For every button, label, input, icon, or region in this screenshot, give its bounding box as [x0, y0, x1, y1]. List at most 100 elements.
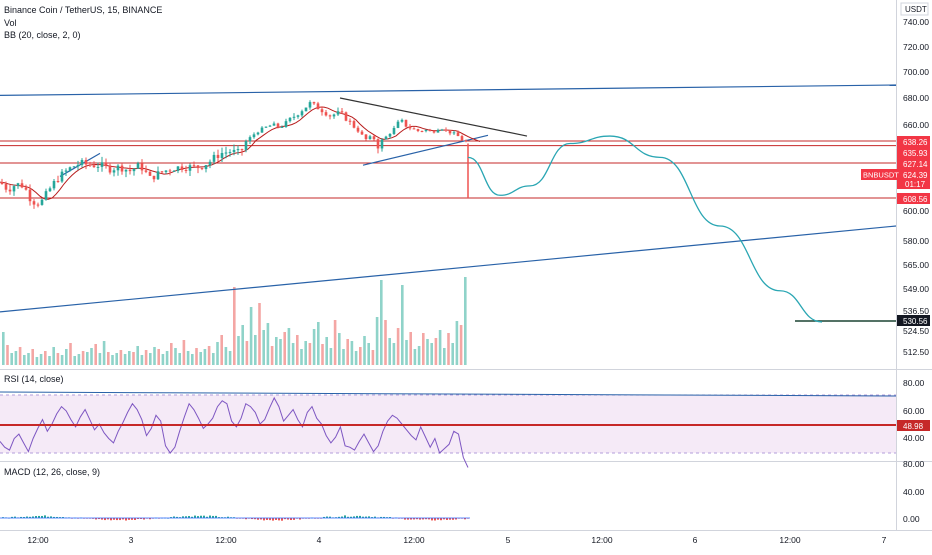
macd-axis[interactable]: 40.00 0.00: [903, 487, 925, 524]
macd-bar: [197, 516, 199, 518]
volume-bar: [23, 355, 26, 365]
candle-body: [272, 123, 276, 126]
volume-bar: [207, 346, 211, 365]
candle-body: [312, 102, 316, 104]
candle-body: [176, 166, 180, 171]
volume-bar: [409, 332, 412, 365]
macd-bar: [131, 518, 133, 520]
macd-bar: [269, 518, 271, 521]
macd-bar: [215, 515, 217, 518]
macd-bar: [143, 518, 145, 520]
macd-bar: [281, 518, 283, 521]
macd-bar: [359, 515, 361, 518]
time-tick: 12:00: [27, 535, 49, 545]
volume-bar: [447, 333, 450, 365]
price-tick: 600.00: [903, 206, 929, 216]
bb-legend[interactable]: BB (20, close, 2, 0): [4, 30, 81, 40]
trendline: [339, 97, 528, 137]
macd-bar: [272, 518, 274, 521]
candle-body: [416, 129, 420, 131]
price-tag-bg: [897, 169, 930, 189]
candle-body: [284, 121, 288, 127]
macd-bar: [299, 518, 301, 520]
candle-body: [424, 129, 428, 132]
macd-bar: [290, 518, 292, 521]
macd-bar: [32, 516, 34, 518]
volume-bar: [212, 353, 215, 365]
candle-body: [268, 125, 272, 127]
price-tag: 638.26: [903, 138, 928, 147]
rsi-current-tag-bg: [897, 420, 930, 431]
macd-bar: [374, 516, 376, 518]
rsi-tick: 80.00: [903, 459, 925, 469]
volume-bar: [371, 350, 375, 365]
macd-bar: [209, 515, 211, 518]
symbol-tag-bg: [861, 169, 897, 180]
macd-bar: [128, 518, 130, 520]
rsi-legend[interactable]: RSI (14, close): [4, 374, 64, 384]
volume-bar: [18, 347, 22, 365]
candle-body: [180, 166, 184, 170]
candle-body: [304, 107, 308, 112]
macd-bar: [443, 518, 445, 520]
volume-bar: [123, 354, 127, 365]
volume-bar: [237, 336, 240, 365]
candlesticks[interactable]: [0, 100, 469, 209]
macd-bar: [407, 518, 409, 520]
volume-bar: [275, 337, 278, 365]
macd-bar: [338, 516, 340, 518]
volume-bar: [203, 349, 207, 365]
macd-bar: [341, 516, 343, 518]
macd-bar: [434, 518, 436, 521]
volume-bar: [350, 341, 354, 365]
candle-body: [328, 115, 332, 117]
macd-bar: [122, 518, 124, 520]
macd-bar: [383, 516, 385, 518]
macd-bar: [140, 518, 142, 519]
vol-legend[interactable]: Vol: [4, 18, 17, 28]
volume-bar: [86, 352, 89, 365]
candle-body: [0, 182, 4, 185]
volume-bar: [266, 323, 270, 365]
macd-bar: [176, 516, 178, 518]
volume-bar: [107, 352, 110, 365]
volume-bars: [2, 277, 467, 365]
macd-bar: [449, 518, 451, 520]
macd-bar: [404, 518, 406, 520]
candle-body: [356, 127, 360, 132]
macd-bar: [149, 518, 151, 520]
candle-body: [392, 127, 396, 134]
volume-bar: [94, 344, 97, 365]
macd-bar: [329, 516, 331, 518]
candle-body: [260, 127, 264, 133]
trendline: [0, 225, 897, 313]
candle-body: [404, 119, 408, 127]
candle-body: [160, 171, 164, 173]
time-tick: 12:00: [215, 535, 237, 545]
macd-legend[interactable]: MACD (12, 26, close, 9): [4, 467, 101, 477]
volume-bar: [338, 333, 341, 365]
currency-box[interactable]: [900, 2, 929, 16]
volume-bar: [317, 322, 320, 365]
volume-bar: [363, 336, 366, 365]
macd-bar: [2, 517, 4, 518]
macd-bar: [191, 516, 193, 518]
price-tick: 720.00: [903, 42, 929, 52]
volume-bar: [73, 356, 76, 365]
volume-bar: [258, 303, 261, 365]
macd-bar: [38, 515, 40, 518]
rsi-axis[interactable]: 80.00 60.00 40.00 80.00: [903, 378, 925, 469]
volume-bar: [254, 335, 257, 365]
macd-bar: [182, 516, 184, 518]
candle-body: [412, 128, 416, 130]
candle-body: [152, 175, 156, 180]
candle-body: [440, 129, 444, 131]
time-axis[interactable]: 12:00 3 12:00 4 12:00 5 12:00 6 12:00 7: [27, 535, 886, 545]
candle-body: [452, 132, 456, 134]
countdown: 01:17: [905, 180, 926, 189]
price-axis[interactable]: 740.00 720.00 700.00 680.00 660.00 600.0…: [903, 17, 929, 357]
chart-title[interactable]: Binance Coin / TetherUS, 15, BINANCE: [4, 5, 163, 15]
macd-bar: [11, 516, 13, 518]
